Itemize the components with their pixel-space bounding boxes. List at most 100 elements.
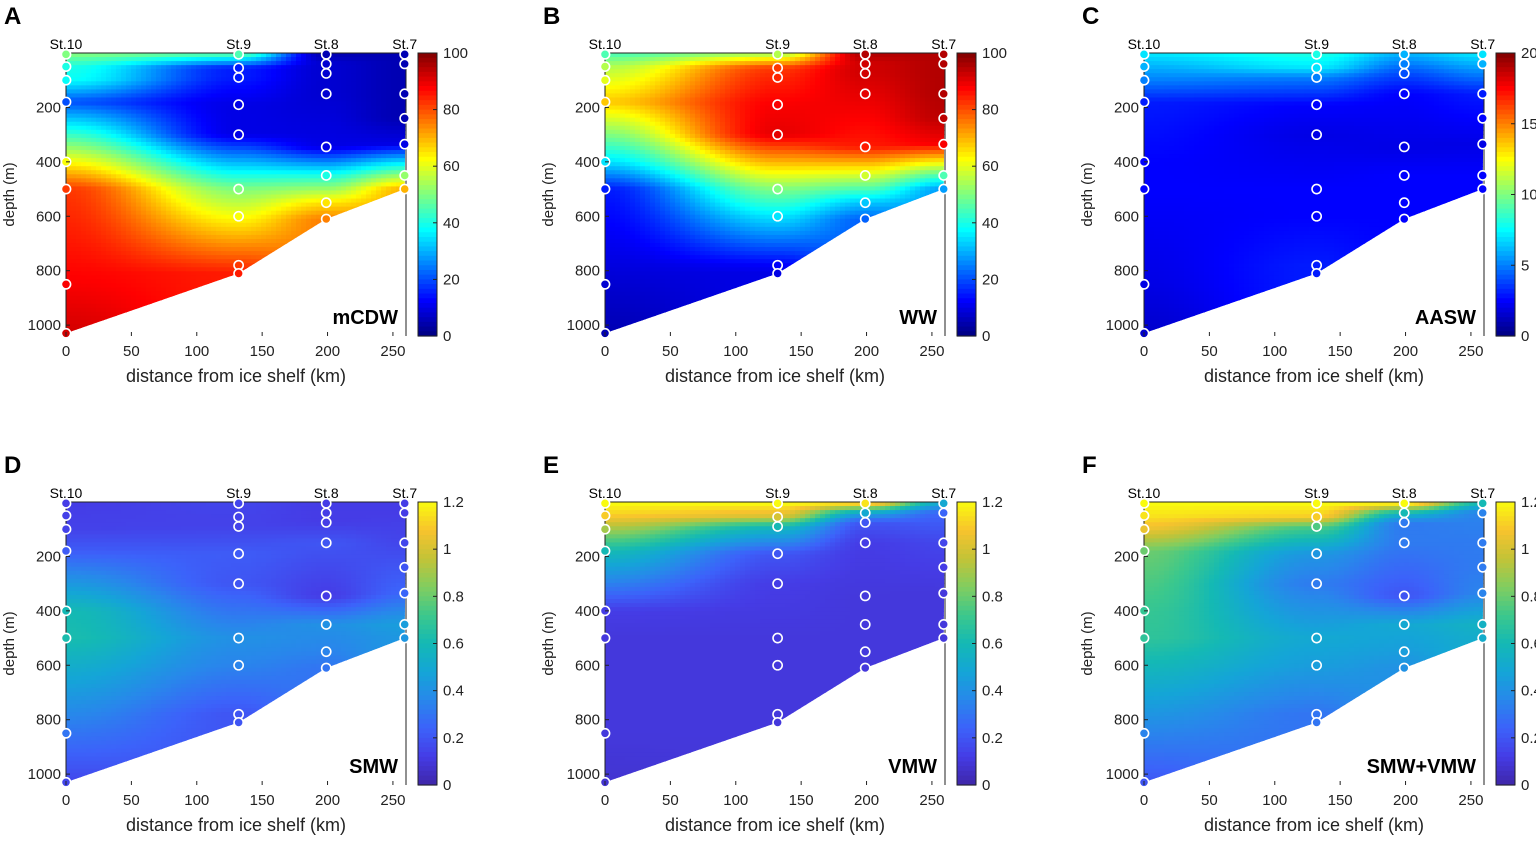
colorbar-segment bbox=[418, 203, 437, 210]
colorbar-segment bbox=[418, 156, 437, 163]
colorbar-segment bbox=[418, 76, 437, 82]
colorbar-segment bbox=[957, 156, 976, 163]
colorbar-segment bbox=[1496, 582, 1515, 588]
colorbar-segment bbox=[1496, 535, 1515, 541]
colorbar-segment bbox=[957, 274, 976, 280]
colorbar-segment bbox=[957, 232, 976, 238]
sample-point bbox=[1138, 523, 1150, 535]
colorbar-segment bbox=[418, 307, 437, 314]
x-tick-label: 0 bbox=[1140, 792, 1148, 809]
station-label: St.7 bbox=[931, 36, 956, 52]
colorbar-segment bbox=[418, 194, 437, 200]
sample-point bbox=[320, 68, 332, 79]
colorbar-segment bbox=[957, 657, 976, 663]
colorbar-segment bbox=[418, 227, 437, 233]
station-label: St.7 bbox=[392, 36, 417, 52]
y-axis-label: depth (m) bbox=[540, 611, 557, 675]
colorbar-segment bbox=[1496, 652, 1515, 659]
station-label: St.10 bbox=[589, 36, 622, 52]
colorbar-segment bbox=[957, 255, 976, 262]
colorbar-segment bbox=[418, 175, 437, 181]
colorbar-segment bbox=[957, 582, 976, 588]
colorbar-segment bbox=[957, 312, 976, 318]
colorbar-segment bbox=[957, 577, 976, 583]
colorbar-segment bbox=[418, 133, 437, 139]
colorbar-segment bbox=[418, 728, 437, 734]
y-tick-label: 200 bbox=[36, 99, 61, 116]
colorbar-segment bbox=[1496, 71, 1515, 78]
x-axis-label: distance from ice shelf (km) bbox=[1204, 366, 1424, 386]
colorbar-segment bbox=[957, 71, 976, 78]
colorbar-segment bbox=[957, 596, 976, 602]
sample-point bbox=[320, 507, 332, 519]
colorbar-segment bbox=[418, 634, 437, 640]
colorbar-segment bbox=[1496, 86, 1515, 92]
colorbar-segment bbox=[1496, 756, 1515, 763]
colorbar-segment bbox=[1496, 667, 1515, 673]
colorbar-segment bbox=[418, 624, 437, 630]
colorbar-segment bbox=[1496, 302, 1515, 309]
sample-point bbox=[233, 717, 245, 728]
sample-point bbox=[399, 88, 411, 100]
station-label: St.10 bbox=[50, 36, 83, 52]
x-tick-label: 250 bbox=[380, 792, 405, 809]
colorbar-segment bbox=[957, 643, 976, 649]
colorbar-segment bbox=[957, 251, 976, 257]
colorbar-segment bbox=[957, 137, 976, 144]
sample-point bbox=[772, 578, 784, 590]
y-axis-label: depth (m) bbox=[1079, 611, 1096, 675]
colorbar-segment bbox=[418, 516, 437, 522]
colorbar: 0 0.2 0.4 0.6 0.8 1 1.2 bbox=[956, 494, 1003, 794]
colorbar-segment bbox=[418, 326, 437, 332]
colorbar-segment bbox=[957, 747, 976, 753]
colorbar-segment bbox=[957, 142, 976, 148]
colorbar-segment bbox=[1496, 269, 1515, 276]
colorbar-segment bbox=[957, 718, 976, 725]
colorbar-segment bbox=[957, 629, 976, 635]
colorbar-segment bbox=[1496, 246, 1515, 252]
colorbar-segment bbox=[1496, 530, 1515, 536]
colorbar-segment bbox=[957, 302, 976, 309]
sample-point bbox=[599, 632, 611, 644]
colorbar-segment bbox=[957, 67, 976, 73]
sample-point bbox=[859, 590, 871, 602]
colorbar-segment bbox=[1496, 62, 1515, 68]
sample-point bbox=[772, 268, 784, 279]
sample-point bbox=[233, 72, 245, 83]
colorbar-segment bbox=[418, 700, 437, 706]
sample-point bbox=[599, 48, 611, 60]
colorbar-segment bbox=[957, 751, 976, 758]
colorbar-segment bbox=[957, 572, 976, 579]
colorbar-segment bbox=[1496, 714, 1515, 720]
sample-point bbox=[1311, 48, 1323, 60]
station-label: St.7 bbox=[931, 485, 956, 501]
colorbar-tick-label: 0 bbox=[1521, 777, 1529, 794]
sample-point bbox=[399, 507, 411, 519]
colorbar-segment bbox=[418, 246, 437, 252]
colorbar-segment bbox=[1496, 222, 1515, 229]
station-label: St.9 bbox=[1304, 36, 1329, 52]
x-tick-label: 200 bbox=[315, 343, 340, 360]
x-tick-label: 50 bbox=[123, 343, 140, 360]
colorbar-frame bbox=[417, 52, 438, 337]
colorbar-segment bbox=[957, 780, 976, 786]
colorbar-segment bbox=[1496, 288, 1515, 295]
colorbar-segment bbox=[957, 723, 976, 729]
y-axis-label: depth (m) bbox=[1079, 162, 1096, 226]
colorbar-segment bbox=[418, 766, 437, 772]
colorbar-segment bbox=[957, 619, 976, 626]
colorbar-segment bbox=[1496, 591, 1515, 597]
sample-point bbox=[1398, 88, 1410, 100]
sample-point bbox=[399, 587, 411, 599]
colorbar: 0 0.2 0.4 0.6 0.8 1 1.2 bbox=[417, 494, 464, 794]
colorbar-segment bbox=[418, 761, 437, 767]
colorbar-segment bbox=[418, 265, 437, 271]
x-tick-label: 150 bbox=[1328, 792, 1353, 809]
colorbar-segment bbox=[418, 274, 437, 280]
colorbar-segment bbox=[418, 123, 437, 130]
sample-point bbox=[599, 96, 611, 108]
colorbar-segment bbox=[957, 700, 976, 706]
sample-point bbox=[1138, 497, 1150, 509]
colorbar-segment bbox=[418, 568, 437, 574]
colorbar-segment bbox=[957, 775, 976, 781]
